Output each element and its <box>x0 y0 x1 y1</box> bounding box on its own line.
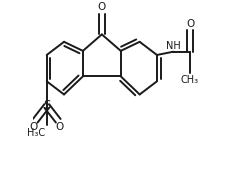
Text: O: O <box>186 19 194 29</box>
Text: O: O <box>55 122 64 132</box>
Text: S: S <box>43 99 50 113</box>
Text: O: O <box>97 2 106 12</box>
Text: NH: NH <box>165 41 180 51</box>
Text: CH₃: CH₃ <box>180 75 198 85</box>
Text: H₃C: H₃C <box>27 128 45 138</box>
Text: O: O <box>29 122 38 132</box>
